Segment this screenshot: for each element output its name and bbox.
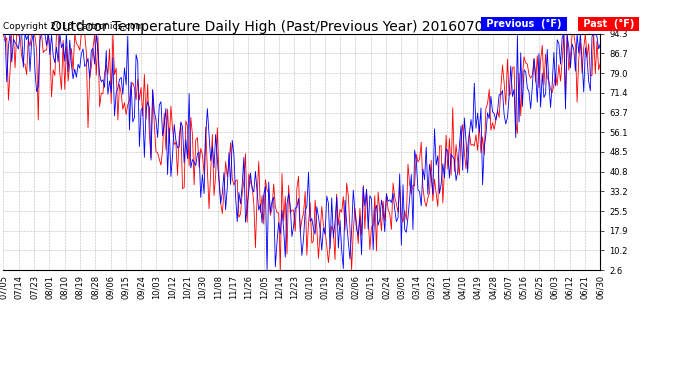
Text: Previous  (°F): Previous (°F) bbox=[483, 20, 565, 29]
Text: Past  (°F): Past (°F) bbox=[580, 20, 638, 29]
Text: Copyright 2016 Cartronics.com: Copyright 2016 Cartronics.com bbox=[3, 22, 145, 32]
Title: Outdoor Temperature Daily High (Past/Previous Year) 20160705: Outdoor Temperature Daily High (Past/Pre… bbox=[52, 20, 493, 34]
